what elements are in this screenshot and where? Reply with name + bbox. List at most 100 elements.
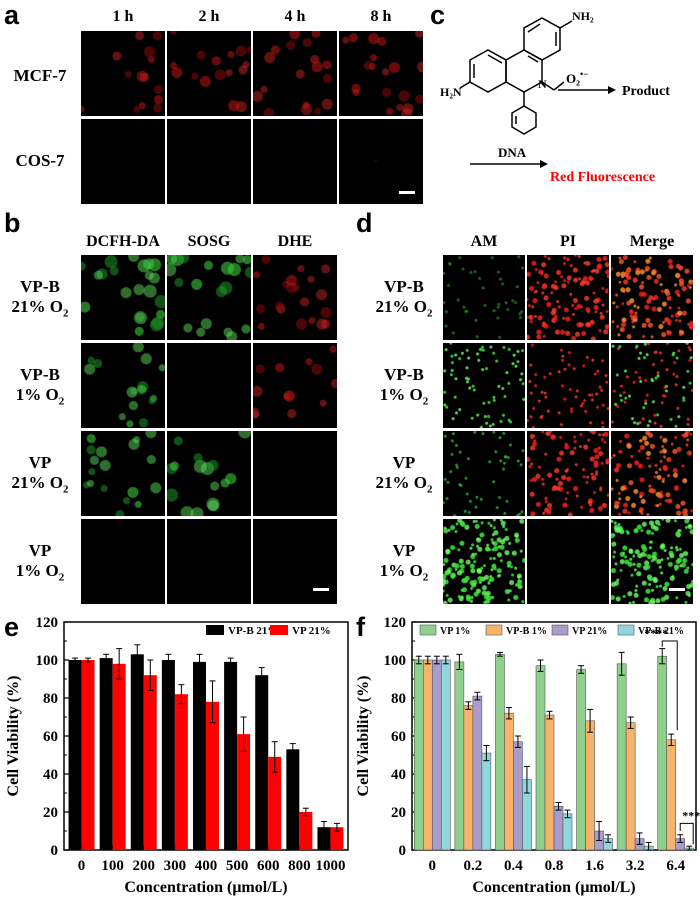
x-tick-label: 0 [429,858,437,874]
x-axis-label: Concentration (μmol/L) [472,879,635,896]
significance-label: **** [644,626,668,640]
bar [544,714,555,851]
col-label-sosg: SOSG [187,233,231,250]
bar [666,739,677,851]
col-label-8h: 8 h [370,8,392,25]
col-label-am: AM [470,233,498,250]
micrograph-b-4-2 [167,519,251,604]
scale-bar-d [669,588,685,591]
legend-label: VP 21% [292,625,331,637]
y-tick-label: 40 [391,767,406,783]
bar [255,675,269,850]
micrograph-b-3-3 [253,431,337,516]
panel-e-bar-chart: 0 20 40 60 80 100 120 0 100 200 300 400 500 600 800 100… [5,615,349,896]
bar [576,669,586,851]
bar [112,663,126,850]
bar [431,659,442,851]
significance-bracket [661,640,678,731]
y-axis-label: Cell Viability (%) [355,676,372,797]
bar [99,658,113,850]
micrograph-d-1-2 [527,255,609,340]
ethidium-structure [459,17,573,135]
row-label-d-4: VP 1% O2 [379,541,429,584]
bar [535,665,546,851]
micrograph-b-2-2 [167,343,251,428]
micrograph-b-2-3 [253,343,337,428]
legend-swatch [206,625,224,635]
significance-label: *** [682,809,700,823]
bar [237,734,251,850]
x-tick-label: 1000 [315,858,345,874]
row-label-d-2: VP-B 1% O2 [379,365,429,408]
micrograph-d-2-2 [527,343,609,428]
row-label-b-4: VP 1% O2 [15,541,65,584]
bar [495,653,505,851]
micrograph-d-3-2 [527,431,609,516]
bar [413,659,424,851]
x-tick-label: 400 [195,858,218,874]
row-label-b-2: VP-B 1% O2 [15,365,65,408]
bar [562,813,573,851]
scale-bar-a [399,191,415,194]
y-tick-label: 20 [43,805,58,821]
legend-swatch [551,624,569,636]
bar [286,749,300,850]
bar [268,756,282,850]
row-label-d-3: VP 21% O2 [375,453,433,496]
dna-arrow-head [540,160,548,168]
nitrogen-label: N [538,77,547,91]
bar [616,663,627,851]
micrograph-b-1-1 [81,255,165,340]
y-tick-label: 20 [391,805,406,821]
reagent-label: O₂•− [566,69,588,86]
legend-swatch [419,624,437,636]
panel-f-bar-chart: 0 20 40 60 80 100 120 0 0.2 0.4 0.8 1.6 3.2 6.4 Concen… [355,615,700,896]
micrograph-d-4-3 [611,519,693,604]
legend-label: VP-B 21% [638,626,684,637]
x-tick-label: 0.2 [463,858,482,874]
micrograph-b-1-3 [253,255,337,340]
y-tick-label: 120 [36,615,59,631]
x-tick-label: 0.8 [545,858,564,874]
micrograph-d-4-1 [443,519,525,604]
x-tick-label: 300 [164,858,187,874]
y-tick-label: 120 [384,615,407,631]
y-tick-label: 80 [391,691,406,707]
bar [472,695,483,851]
panel-label-a: a [4,0,20,30]
micrograph-b-4-1 [81,519,165,604]
bar [422,659,433,851]
legend-label: VP 1% [440,626,470,637]
legend-label: VP 21% [572,626,607,637]
col-label-dhe: DHE [277,233,313,250]
micrograph-b-4-3 [253,519,337,604]
micrograph-b-1-2 [167,255,251,340]
row-label-cos7: COS-7 [15,151,65,170]
panel-label-e: e [4,612,20,642]
legend-swatch [485,624,503,636]
bar [174,694,188,850]
bar [585,720,595,851]
bar [81,660,95,850]
y-tick-label: 80 [43,691,58,707]
x-axis-label: Concentration (μmol/L) [124,879,287,896]
bar [504,712,514,851]
legend-label: VP-B 21% [228,625,278,637]
y-tick-label: 40 [43,767,58,783]
micrograph-d-1-1 [443,255,525,340]
x-tick-label: 200 [133,858,156,874]
bar [68,660,82,850]
reaction-arrow-head [608,86,616,94]
y-tick-label: 100 [36,653,59,669]
y-tick-label: 0 [399,843,407,859]
x-tick-label: 3.2 [626,858,645,874]
bar [130,654,144,850]
bar [454,661,465,851]
bar [625,722,636,851]
y-tick-label: 60 [43,729,58,745]
micrograph-a-1-2 [167,31,251,116]
col-label-4h: 4 h [284,8,306,25]
legend-label: VP-B 1% [506,626,547,637]
panel-label-f: f [356,612,365,642]
bar [481,752,492,851]
